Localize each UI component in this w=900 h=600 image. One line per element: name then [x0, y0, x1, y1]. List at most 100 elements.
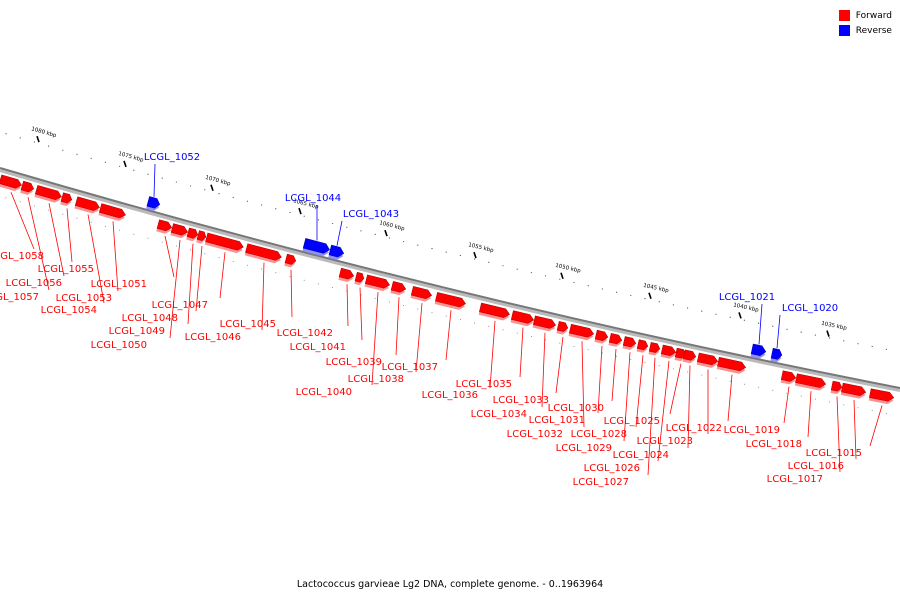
scale-tick	[36, 135, 40, 143]
gene-lcgl-1017	[830, 380, 843, 395]
gene-leader-line	[647, 357, 656, 476]
scale-dot	[133, 169, 135, 171]
gene-label: LCGL_1028	[571, 429, 627, 440]
scale-dot	[445, 251, 447, 253]
gene-arrow	[717, 356, 747, 372]
gene-lcgl-1041	[354, 271, 365, 286]
gene-arrow	[98, 203, 126, 219]
gene-label: LCGL_1046	[185, 332, 241, 343]
gene-lcgl-1053	[98, 203, 126, 221]
scale-dot	[332, 287, 334, 289]
gene-lcgl-1050	[170, 223, 189, 239]
scale-dot	[417, 244, 419, 246]
legend-forward: Forward	[838, 8, 892, 23]
scale-dot	[388, 301, 390, 303]
scale-dot	[417, 308, 419, 310]
scale-dot	[601, 352, 603, 354]
scale-dot	[729, 316, 731, 318]
scale-dot	[232, 196, 234, 199]
scale-dot	[630, 358, 632, 360]
legend-reverse: Reverse	[838, 23, 892, 38]
gene-arrow	[156, 219, 173, 232]
gene-arrow	[750, 343, 767, 356]
gene-arrow	[205, 232, 244, 251]
gene-label: LCGL_1025	[604, 416, 660, 427]
scale-dot	[218, 193, 220, 195]
gene-arrow	[608, 333, 623, 345]
gene-lcgl-1015	[868, 388, 895, 405]
gene-label: LCGL_1021	[719, 292, 775, 303]
gene-leader-line	[290, 269, 293, 318]
gene-lcgl-1042	[338, 267, 355, 283]
gene-lcgl-1048	[196, 230, 207, 244]
forward-swatch	[838, 10, 850, 21]
gene-leader-line	[657, 360, 670, 462]
gene-arrow	[696, 352, 719, 366]
scale-dot	[62, 213, 64, 215]
gene-labels: LCGL_1058 LCGL_1057 LCGL_1056 LCGL_1055 LCGL…	[0, 152, 883, 488]
scale-dot	[871, 410, 873, 412]
scale-dot	[743, 383, 745, 385]
scale-tick	[826, 330, 830, 337]
scale-dot	[857, 343, 859, 345]
scale-dot	[488, 261, 490, 264]
gene-arrow	[284, 253, 297, 265]
gene-leader-line	[415, 303, 423, 373]
gene-lcgl-1031	[594, 329, 609, 344]
gene-lcgl-1052	[146, 196, 161, 212]
gene-label: LCGL_1019	[724, 425, 780, 436]
gene-arrow	[34, 185, 62, 201]
gene-leader-line	[371, 292, 379, 386]
scale-dot	[388, 237, 390, 239]
gene-arrow	[302, 238, 330, 254]
scale-dot	[175, 245, 177, 247]
gene-leader-line	[519, 327, 524, 378]
gene-arrow	[841, 382, 867, 396]
scale-tick-label: 1040 kbp	[733, 302, 760, 313]
gene-leader-line	[555, 336, 564, 394]
gene-lcgl-1024	[682, 349, 697, 364]
scale-dot	[33, 141, 36, 143]
scale-dot	[303, 215, 305, 217]
gene-label: LCGL_1029	[556, 443, 612, 454]
scale-dot	[332, 222, 334, 225]
gene-leader-line	[597, 345, 603, 414]
gene-label: LCGL_1058	[0, 251, 44, 262]
scale-dot	[76, 153, 78, 155]
scale-dot	[701, 374, 703, 376]
gene-arrow	[660, 344, 677, 357]
gene-lcgl-1033	[556, 321, 569, 335]
gene-leader-line	[807, 391, 812, 438]
scale-dot	[516, 268, 518, 270]
reverse-swatch	[838, 25, 850, 36]
gene-label: LCGL_1049	[109, 326, 165, 337]
gene-lcgl-1054	[74, 196, 100, 214]
scale-dot	[843, 404, 845, 406]
scale-tick-label: 1045 kbp	[643, 283, 670, 295]
scale-dot	[104, 225, 106, 227]
gene-lcgl-1020	[770, 347, 783, 363]
gene-lcgl-1049	[186, 227, 199, 242]
scale-dot	[758, 386, 760, 388]
scale-dot	[885, 348, 888, 350]
gene-leader-line	[87, 214, 105, 304]
scale-dot	[147, 173, 149, 175]
scale-dot	[474, 322, 476, 324]
gene-arrow	[390, 281, 407, 293]
scale-dot	[786, 392, 788, 394]
gene-leader-line	[581, 341, 585, 428]
scale-dot	[885, 412, 887, 414]
scale-dot	[317, 219, 319, 221]
scale-dot	[360, 294, 362, 296]
scale-dot	[715, 377, 717, 379]
gene-label: LCGL_1031	[529, 415, 585, 426]
scale-tick	[210, 184, 214, 191]
gene-arrow	[60, 192, 73, 204]
gene-label: LCGL_1039	[326, 357, 382, 368]
axis-line	[0, 167, 900, 389]
scale-dot	[459, 319, 461, 321]
scale-tick	[560, 272, 564, 279]
gene-arrow	[770, 347, 783, 360]
gene-leader-line	[623, 352, 631, 442]
gene-leader-line	[776, 314, 781, 349]
